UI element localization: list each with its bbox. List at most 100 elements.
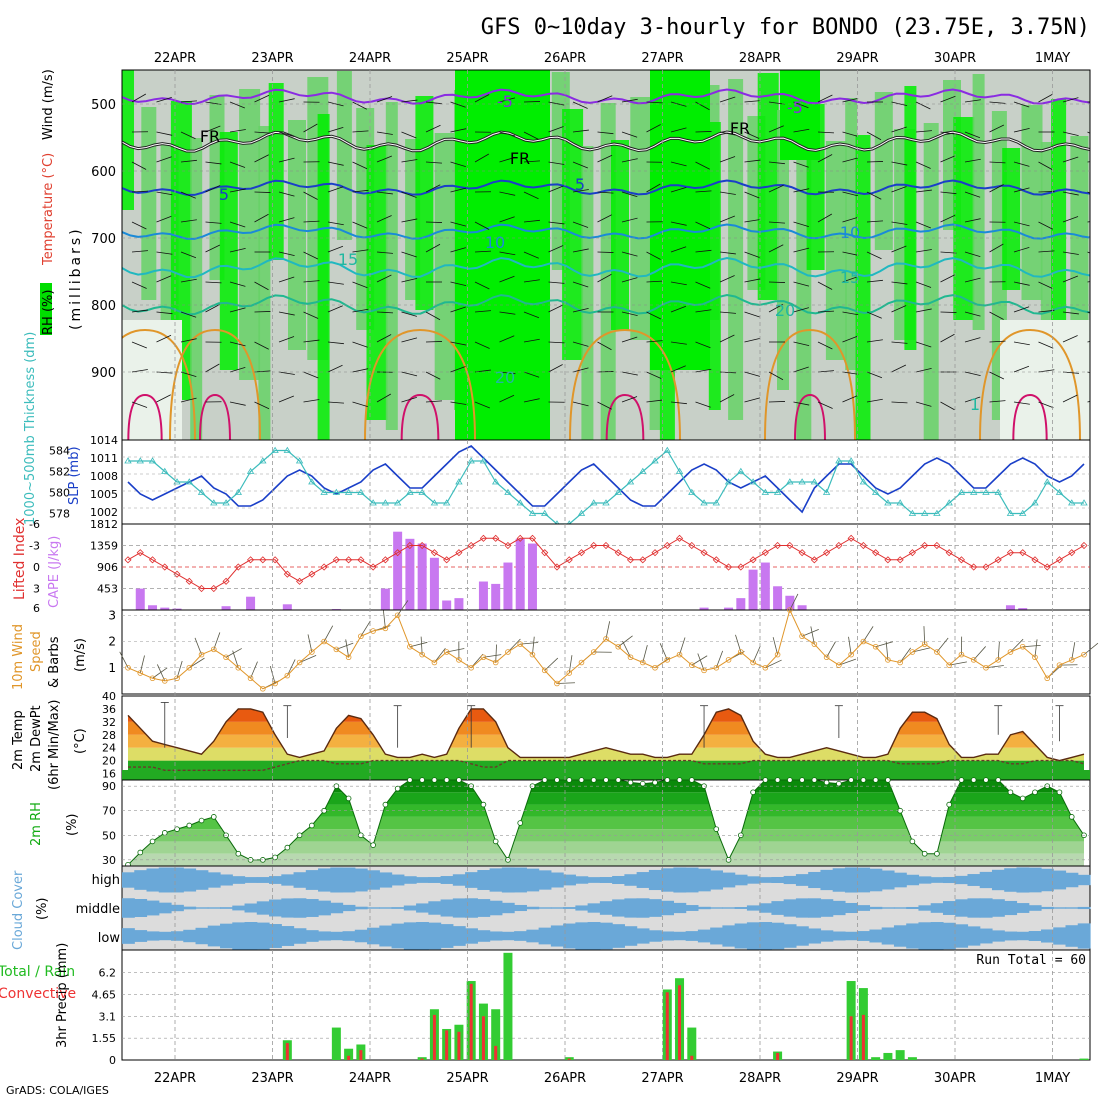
temp-contour-hot [400,393,440,440]
lifted-index-point [197,584,206,593]
thickness-point [504,488,512,495]
rh2m-point [1019,795,1026,802]
cloud-cell [452,874,466,886]
temp-contour-warm [364,328,476,440]
wind-barb [646,101,663,104]
wind-barb-10m [1034,639,1038,658]
cloud-cell [1040,906,1054,910]
wind-barb [964,131,981,139]
wind-barb [866,161,884,163]
cloud-cell [134,870,148,890]
thickness-point [442,499,451,506]
wind-barb [499,156,515,163]
rh-region [562,109,584,360]
thickness-point [712,499,721,506]
cloud-level-label: low [98,931,121,946]
cape-tick-label: 453 [97,583,118,596]
cloud-cell [293,928,307,944]
cloud-cell [1053,870,1067,890]
wind-barb-10m [345,639,350,658]
wind-barb [842,311,859,316]
wind-barb [499,191,516,196]
lifted-index-point [528,534,537,542]
bottom-date-label: 29APR [836,1071,878,1086]
wind-barb [278,311,295,316]
precip-tick-label: 3.1 [99,1010,117,1023]
slp-ylabel: SLP (mb) [67,446,82,505]
thickness-point [332,488,341,495]
wind-barb [866,339,883,343]
rh-region [825,141,847,360]
lifted-index-point [185,577,193,585]
cloud-cell [661,868,674,892]
wind-barb [450,101,466,108]
rh2m-point [664,777,671,783]
thickness-point [197,488,206,495]
contour-label: -5 [497,92,513,111]
cloud-cell [697,868,711,892]
wind-barb [425,311,441,321]
thickness-point [663,446,671,453]
wind-barb [1062,191,1079,196]
lifted-index-point [970,563,978,571]
cloud-cell [918,922,932,950]
wind-barb [474,341,490,349]
bottom-date-label: 26APR [544,1071,586,1086]
precip-convective-bar [285,1043,289,1060]
run-total-label: Run Total = 60 [976,953,1086,968]
wind-barb [278,217,295,223]
wind-barb-10m [875,641,894,648]
wind-barb [352,401,368,408]
wind-barb [352,130,369,133]
wind-tick-label: 2 [108,635,116,649]
wind-barb-10m [752,645,761,663]
wind-barb [989,124,1005,133]
wind-barb [254,401,270,410]
cape-bar [221,606,231,610]
thickness-point [896,499,904,506]
cloud-cell [710,870,724,890]
rh-tick-label: 70 [102,805,116,818]
thickness-point [516,499,524,506]
wind-speed-point [161,678,168,684]
wind-barb [572,101,588,109]
wind-barb [131,161,147,170]
wind-barb [229,248,246,253]
wind-barb [303,251,319,260]
thickness-point [210,499,218,506]
wind-barb [229,129,246,133]
wind-barb [425,341,443,343]
wind-barb [964,277,981,283]
wind-barb-10m [495,644,497,663]
temp-tick-label: 28 [102,729,116,742]
wind-barb-10m [119,651,129,668]
wind-barb [229,188,246,193]
wind-barb [474,94,490,103]
wind-barb [1013,281,1030,286]
cloud-cell [293,898,307,918]
wind-barb [401,191,417,198]
bottom-date-label: 24APR [349,1071,391,1086]
thickness-point [148,457,157,464]
wind-speed-point [260,685,266,692]
wind-barb [327,186,344,193]
wind-barb [523,160,540,163]
cloud-cell [832,931,846,941]
precip-tick-label: 1.55 [92,1032,117,1045]
wind-barb [523,338,540,343]
wind-speed-point [394,612,401,619]
cloud-cell [477,899,491,917]
wind-barb-10m [659,643,668,661]
bottom-date-label: 22APR [154,1071,196,1086]
wind-barb [548,281,565,284]
rh2m-point [713,826,720,832]
rh2m-ylabel: 2m RH [29,802,44,846]
wind-barb [499,311,516,315]
cloud-cell [269,876,282,884]
cloud-cell [771,922,785,950]
temp-tick-label: 32 [102,716,116,729]
wind-barb [425,221,443,223]
wind-barb [1038,401,1054,409]
wind-barb [621,191,638,198]
precip-convective-bar [665,992,669,1060]
